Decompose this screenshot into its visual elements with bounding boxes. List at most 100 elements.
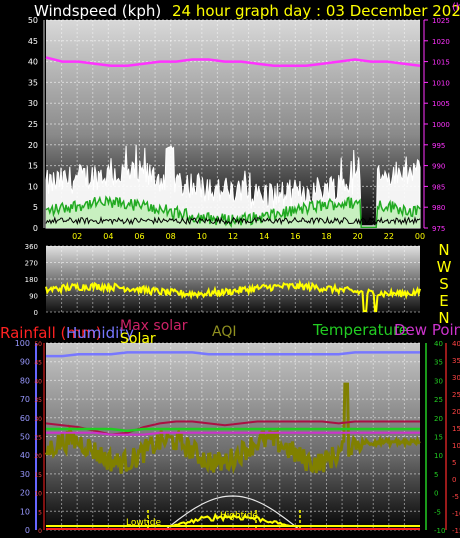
time-tick-label: 14	[259, 232, 269, 241]
rain-tick-label: 25	[34, 435, 42, 442]
pressure-tick-label: 1010	[432, 79, 450, 87]
humidity-tick-label: 10	[20, 507, 30, 516]
pressure-unit: (h	[452, 2, 460, 13]
wind-panel-series	[45, 56, 421, 229]
pressure-right-axis: 975 980 985 990 995 1000 1005 1010 1015 1020 1025	[423, 17, 450, 233]
humidity-tick-label: 80	[20, 376, 30, 385]
pressure-tick-label: 990	[432, 163, 445, 171]
humidity-tick-label: 100	[15, 339, 30, 348]
wind-tick-label: 15	[28, 162, 38, 171]
temperature-tick-label: 0	[434, 490, 438, 498]
pressure-tick-label: 975	[432, 225, 445, 233]
dewpoint-tick-label: -15	[452, 527, 460, 535]
wind-tick-label: 25	[28, 120, 38, 129]
time-tick-label: 20	[353, 232, 363, 241]
compass-label: W	[437, 258, 452, 276]
wind-tick-label: 35	[28, 78, 38, 87]
pressure-tick-label: 1020	[432, 38, 450, 46]
time-tick-label: 00	[415, 232, 425, 241]
rain-temp-axes: 0102030405060708090100051015202530354045…	[15, 339, 460, 535]
dewpoint-tick-label: 40	[452, 340, 460, 348]
temperature-tick-label: 40	[434, 340, 443, 348]
wind-tick-label: 0	[33, 224, 38, 233]
wind-min-series	[45, 215, 421, 226]
windspeed-title: Windspeed (kph)	[34, 2, 161, 20]
rain-tick-label: 20	[34, 453, 42, 460]
rain-tick-label: 40	[34, 378, 42, 385]
rain-tick-label: 30	[34, 416, 42, 423]
graph-title: 24 hour graph day : 03 December 2025	[172, 2, 460, 20]
temperature-series	[46, 427, 420, 433]
humidity-tick-label: 60	[20, 414, 30, 423]
wind-tick-label: 50	[28, 16, 38, 25]
humidity-tick-label: 0	[25, 526, 30, 535]
lowtide-label: Lowtide	[126, 518, 161, 528]
aqi-series	[44, 382, 421, 475]
hightide-label: Hightide	[220, 511, 258, 521]
direction-series	[45, 279, 421, 313]
temperature-tick-label: -5	[434, 508, 441, 516]
compass-label: N	[438, 241, 449, 259]
time-tick-label: 18	[321, 232, 331, 241]
wind-left-axis: 0 5 10 15 20 25 30 35 40 45 50	[28, 16, 45, 233]
rain-temp-series	[44, 351, 421, 531]
dewpoint-tick-label: 30	[452, 374, 460, 382]
dewpoint-tick-label: -5	[452, 493, 459, 501]
humidity-tick-label: 50	[20, 433, 30, 442]
pressure-series	[45, 56, 421, 68]
pressure-tick-label: 1015	[432, 59, 450, 67]
compass-label: N	[438, 309, 449, 327]
legend-temperature: Temperature	[312, 321, 408, 339]
wind-tick-label: 20	[28, 141, 38, 150]
rain-tick-label: 45	[34, 360, 42, 367]
direction-series	[45, 279, 421, 313]
rain-tick-label: 10	[34, 491, 42, 498]
pressure-tick-label: 985	[432, 183, 445, 191]
direction-tick-label: 180	[25, 276, 38, 284]
direction-left-axis: 0 90 180 270 360	[25, 243, 38, 317]
wind-tick-label: 10	[28, 182, 38, 191]
dewpoint-tick-label: -10	[452, 510, 460, 518]
max-solar-curve	[164, 495, 301, 531]
rain-tick-label: 0	[38, 528, 42, 535]
legend-aqi: AQI	[212, 324, 236, 340]
dewpoint-tick-label: 25	[452, 391, 460, 399]
pressure-tick-label: 1000	[432, 121, 450, 129]
legend-rainfall: Rainfall (mm)	[0, 324, 101, 342]
legend-dewpoint: Dew Point	[394, 321, 460, 339]
humidity-tick-label: 20	[20, 489, 30, 498]
time-tick-label: 06	[134, 232, 144, 241]
direction-panel-bg	[46, 246, 420, 312]
dewpoint-tick-label: 0	[452, 476, 456, 484]
legend-max-solar: Max solar	[120, 318, 188, 334]
temperature-tick-label: 20	[434, 415, 443, 423]
humidity-tick-label: 30	[20, 470, 30, 479]
rain-temp-panel-bg	[46, 343, 420, 530]
time-tick-label: 02	[72, 232, 82, 241]
humidity-tick-label: 40	[20, 451, 30, 460]
dewpoint-tick-label: 5	[452, 459, 456, 467]
humidity-tick-label: 90	[20, 358, 30, 367]
solar-series	[171, 512, 291, 527]
time-tick-label: 12	[228, 232, 238, 241]
rain-tick-label: 35	[34, 397, 42, 404]
temperature-tick-label: 5	[434, 471, 438, 479]
dewpoint-tick-label: 20	[452, 408, 460, 416]
rain-tick-label: 15	[34, 472, 42, 479]
pressure-tick-label: 1025	[432, 17, 450, 25]
time-tick-label: 22	[384, 232, 394, 241]
humidity-tick-label: 70	[20, 395, 30, 404]
wind-tick-label: 40	[28, 58, 38, 67]
temperature-tick-label: -10	[434, 527, 445, 535]
temperature-tick-label: 15	[434, 434, 443, 442]
compass-label: S	[439, 275, 449, 293]
wind-tick-label: 30	[28, 99, 38, 108]
rain-tick-label: 5	[38, 509, 42, 516]
pressure-tick-label: 995	[432, 142, 445, 150]
rain-temp-panel-grid	[46, 342, 420, 531]
pressure-tick-label: 980	[432, 204, 445, 212]
time-tick-label: 16	[290, 232, 300, 241]
wind-tick-label: 5	[33, 203, 38, 212]
